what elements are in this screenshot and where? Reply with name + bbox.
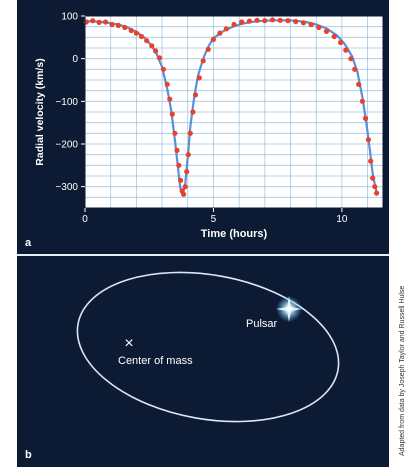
pulsar-label: Pulsar xyxy=(246,318,278,330)
data-point xyxy=(372,184,378,190)
data-point xyxy=(153,48,159,54)
data-point xyxy=(223,26,229,32)
orbit-ellipse xyxy=(76,271,340,423)
data-point xyxy=(205,46,211,52)
data-point xyxy=(156,55,163,61)
data-point xyxy=(167,96,173,102)
figure-panel: 100 0 −100 −200 −300 0 5 10 Radial velocity (k… xyxy=(17,0,389,467)
data-point xyxy=(133,30,139,36)
data-point xyxy=(370,175,376,181)
data-point xyxy=(149,43,155,49)
credit-text: Adapted from data by Joseph Taylor and R… xyxy=(399,286,406,456)
credit-line: Adapted from data by Joseph Taylor and R… xyxy=(399,286,406,456)
data-point xyxy=(356,81,362,87)
x-tick-label: 5 xyxy=(211,214,217,225)
data-point xyxy=(187,130,193,136)
data-point xyxy=(196,75,202,81)
data-point xyxy=(359,98,365,104)
data-point xyxy=(231,21,237,28)
y-tick-label: −300 xyxy=(55,182,78,193)
data-point xyxy=(343,47,349,53)
data-point xyxy=(217,30,223,36)
data-point xyxy=(293,18,299,25)
y-tick-label: −100 xyxy=(55,97,78,108)
data-point xyxy=(185,152,191,158)
data-point xyxy=(164,81,170,87)
data-point xyxy=(254,17,260,23)
data-point xyxy=(362,115,369,121)
data-point xyxy=(174,147,180,153)
plot-frame xyxy=(84,15,384,209)
data-point xyxy=(316,24,322,31)
data-point xyxy=(160,66,166,72)
radial-velocity-chart: 100 0 −100 −200 −300 0 5 10 Radial velocity (k… xyxy=(25,12,384,249)
data-point xyxy=(181,191,187,197)
data-point xyxy=(176,162,182,168)
data-point xyxy=(285,18,291,24)
data-point xyxy=(128,27,134,34)
center-of-mass-label: Center of mass xyxy=(118,355,193,367)
data-point xyxy=(122,24,128,31)
y-tick-label: −200 xyxy=(55,140,78,151)
data-point xyxy=(96,19,102,25)
orbit-panel: × Center of mass Pulsar b xyxy=(17,256,389,467)
data-point xyxy=(210,36,216,43)
data-point xyxy=(90,18,96,24)
data-point xyxy=(338,39,344,46)
data-point xyxy=(178,177,184,183)
velocity-chart-panel: 100 0 −100 −200 −300 0 5 10 Radial velocity (k… xyxy=(17,0,389,254)
data-point xyxy=(308,21,314,28)
data-point xyxy=(239,19,245,25)
x-axis-label: Time (hours) xyxy=(201,228,268,240)
data-point xyxy=(103,19,109,25)
data-point xyxy=(115,22,121,28)
data-point xyxy=(138,33,145,40)
y-tick-label: 100 xyxy=(61,12,78,23)
data-point xyxy=(348,56,354,62)
data-point xyxy=(109,21,115,28)
data-point xyxy=(331,33,337,40)
pulsar-star-icon xyxy=(276,296,302,322)
data-point xyxy=(169,111,175,117)
x-tick-label: 0 xyxy=(82,214,88,225)
data-point xyxy=(374,190,380,196)
data-point xyxy=(368,158,374,164)
data-point xyxy=(144,38,150,44)
panel-a-label: a xyxy=(25,237,32,249)
panel-divider xyxy=(17,254,389,256)
data-point xyxy=(192,92,199,98)
data-point xyxy=(184,169,190,175)
data-point xyxy=(246,18,252,24)
data-point xyxy=(200,58,206,64)
orbit-diagram: × Center of mass Pulsar b xyxy=(25,271,340,461)
data-point xyxy=(277,17,283,23)
data-point xyxy=(172,130,178,136)
y-tick-label: 0 xyxy=(72,54,78,65)
data-point xyxy=(182,184,188,190)
data-point xyxy=(262,18,268,24)
data-point xyxy=(300,20,306,26)
y-axis-label: Radial velocity (km/s) xyxy=(34,58,46,165)
x-tick-label: 10 xyxy=(336,214,348,225)
data-point xyxy=(190,109,196,115)
data-point xyxy=(352,66,358,72)
data-point xyxy=(365,137,371,143)
panel-b-label: b xyxy=(25,449,32,461)
data-point xyxy=(269,17,276,23)
center-of-mass-marker: × xyxy=(124,335,133,352)
data-point xyxy=(323,28,330,34)
data-point xyxy=(83,19,89,25)
